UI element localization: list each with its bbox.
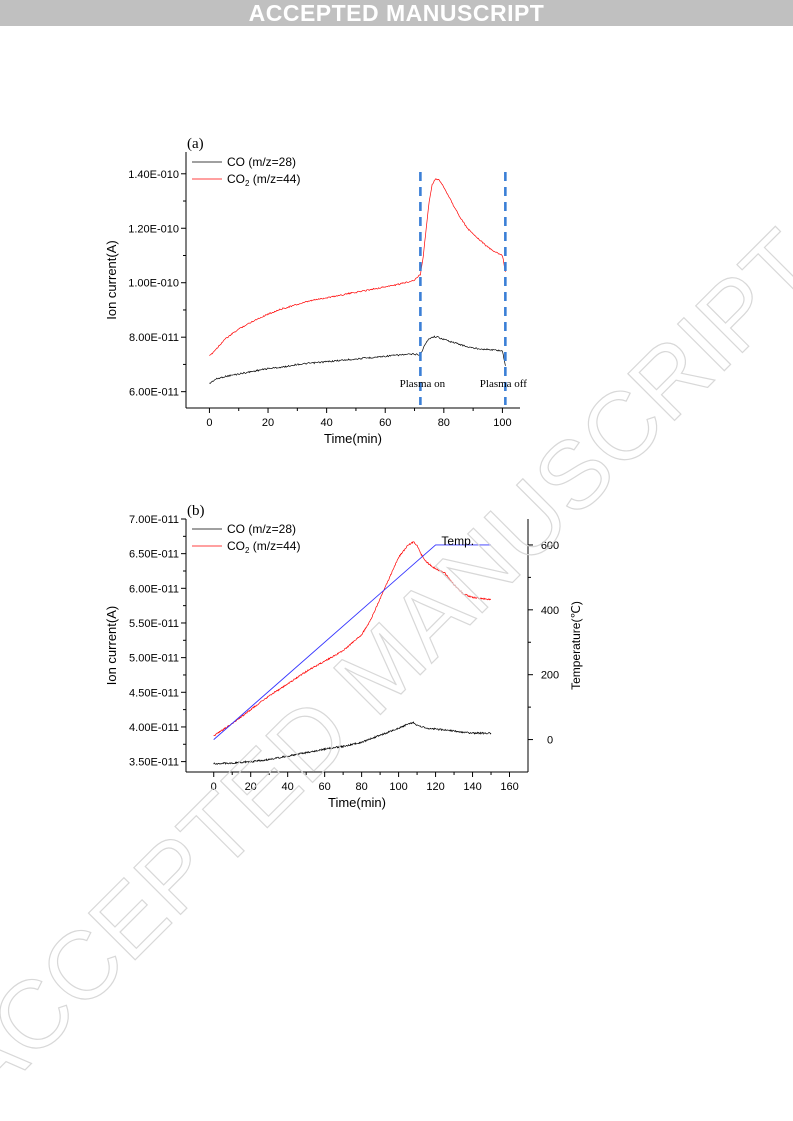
y-tick-label: 6.00E-011 <box>129 387 179 399</box>
legend-suffix: (m/z=44) <box>249 172 300 186</box>
panel-label: (a) <box>187 136 204 152</box>
x-tick-label: 100 <box>389 781 407 793</box>
banner-text: ACCEPTED MANUSCRIPT <box>248 0 545 26</box>
x-tick-label: 160 <box>500 781 518 793</box>
legend-entry: CO (m/z=28) <box>227 155 296 169</box>
x-tick-label: 120 <box>426 781 444 793</box>
chart-b: 0 20 40 60 80 100 120 140 1603.50E-0114.00E-0114… <box>104 503 583 810</box>
y-tick-label: 7.00E-011 <box>129 514 179 526</box>
x-axis-label: Time(min) <box>328 795 386 810</box>
y-tick-label: 8.00E-011 <box>129 332 179 344</box>
x-tick-label: 60 <box>379 417 391 429</box>
watermark-text: ACCEPTED MANUSCRIPT <box>0 211 793 1121</box>
series-line-co <box>209 335 506 384</box>
y-tick-label: 4.00E-011 <box>129 722 179 734</box>
y-tick-label: 5.50E-011 <box>129 618 179 630</box>
y-tick-label: 6.00E-011 <box>129 583 179 595</box>
y-tick-label: 1.40E-010 <box>128 169 179 181</box>
y2-axis-label: Temperature(℃) <box>569 601 583 690</box>
y2-tick-label: 0 <box>547 735 553 747</box>
x-tick-label: 0 <box>211 781 217 793</box>
x-tick-label: 0 <box>206 417 212 429</box>
x-tick-label: 40 <box>282 781 294 793</box>
y2-tick-label: 400 <box>541 605 559 617</box>
y-tick-label: 4.50E-011 <box>129 687 179 699</box>
series-line-co2 <box>213 541 491 737</box>
plasma-marker-label: Plasma off <box>480 378 527 390</box>
y-tick-label: 3.50E-011 <box>129 757 179 769</box>
y-tick-label: 5.00E-011 <box>129 653 179 665</box>
y-axis-label: Ion current(A) <box>104 240 119 319</box>
y2-tick-label: 600 <box>541 540 559 552</box>
y-tick-label: 1.20E-010 <box>128 223 179 235</box>
legend-entry: CO2 (m/z=44) <box>227 539 300 555</box>
y-axis-label: Ion current(A) <box>104 606 119 685</box>
legend-text: CO <box>227 539 245 553</box>
legend-text: CO <box>227 172 245 186</box>
plasma-marker-label: Plasma on <box>400 378 446 390</box>
x-tick-label: 140 <box>463 781 481 793</box>
x-axis-label: Time(min) <box>324 431 382 446</box>
legend-text: CO (m/z=28) <box>227 155 296 169</box>
series-line-co <box>213 721 492 765</box>
legend-text: CO (m/z=28) <box>227 522 296 536</box>
legend-entry: CO (m/z=28) <box>227 522 296 536</box>
series-line-temperature <box>213 544 491 740</box>
x-tick-label: 80 <box>355 781 367 793</box>
manuscript-banner: ACCEPTED MANUSCRIPT <box>0 0 793 26</box>
series-line-co2 <box>209 178 506 356</box>
y-tick-label: 1.00E-010 <box>128 278 179 290</box>
legend-suffix: (m/z=44) <box>249 539 300 553</box>
x-tick-label: 60 <box>319 781 331 793</box>
x-tick-label: 20 <box>245 781 257 793</box>
x-tick-label: 40 <box>321 417 333 429</box>
chart-a: 0 20 40 60 80 100 6.00E-011 8.00E-011 1.00E-010 1… <box>104 136 527 446</box>
panel-label: (b) <box>187 503 205 519</box>
x-tick-label: 100 <box>493 417 511 429</box>
legend-subscript: 2 <box>245 546 250 555</box>
temp-series-label: Temp. <box>441 534 474 548</box>
x-tick-label: 20 <box>262 417 274 429</box>
legend-entry: CO2 (m/z=44) <box>227 172 300 188</box>
legend-subscript: 2 <box>245 179 250 188</box>
x-tick-label: 80 <box>438 417 450 429</box>
y2-tick-label: 200 <box>541 670 559 682</box>
y-tick-label: 6.50E-011 <box>129 549 179 561</box>
